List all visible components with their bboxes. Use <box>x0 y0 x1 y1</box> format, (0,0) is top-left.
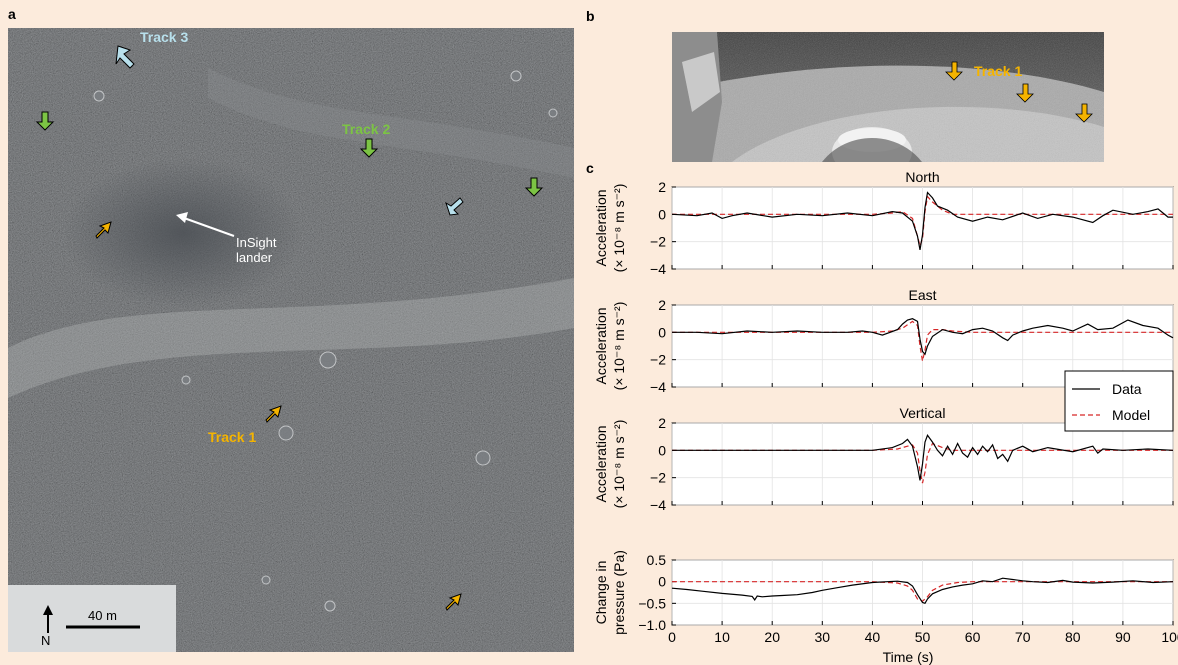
series-model-line <box>672 442 1173 484</box>
panel-label-b: b <box>586 8 595 24</box>
x-tick-label: 80 <box>1065 629 1081 645</box>
track3-arrow-icon <box>445 197 464 216</box>
series-model-line <box>672 581 1173 602</box>
y-tick-label: −2 <box>650 234 666 250</box>
panel-label-c: c <box>586 160 594 176</box>
x-tick-label: 40 <box>865 629 881 645</box>
lander-photo-image: Track 1 <box>672 32 1104 162</box>
y-axis-label-line1: Acceleration <box>593 189 609 266</box>
y-tick-label: −2 <box>650 470 666 486</box>
panel-title: North <box>905 169 939 185</box>
chart-panel-3: 2 0 −2 −4 Vertical Acceleration (× 10⁻⁸ m s⁻²) <box>593 405 1174 513</box>
y-axis-label-line1: Acceleration <box>593 307 609 384</box>
series-data-line <box>672 318 1174 356</box>
photo-track1-arrow-icon <box>1016 83 1034 103</box>
series-model-line <box>672 320 1173 362</box>
y-axis-label-line2: pressure (Pa) <box>611 550 627 635</box>
panel-label-a: a <box>8 6 16 22</box>
series-data-line <box>671 577 1174 605</box>
track3-arrow-icon <box>115 45 135 69</box>
photo-track1-label: Track 1 <box>974 63 1022 79</box>
y-axis-label-line2: (× 10⁻⁸ m s⁻²) <box>611 302 627 391</box>
y-axis-label-line2: (× 10⁻⁸ m s⁻²) <box>611 420 627 509</box>
y-tick-label: 2 <box>658 179 666 195</box>
y-tick-label: −4 <box>650 497 666 513</box>
north-label: N <box>41 633 50 648</box>
chart-panel-1: 2 0 −2 −4 North Acceleration (× 10⁻⁸ m s⁻²) <box>593 169 1174 277</box>
lander-label-line1: InSight <box>236 235 277 250</box>
x-tick-label: 20 <box>764 629 780 645</box>
track2-arrow-icon <box>359 138 379 158</box>
y-tick-label: 0 <box>658 574 666 590</box>
track2-label: Track 2 <box>342 121 390 137</box>
y-axis-label-line1: Change in <box>593 561 609 625</box>
panel-title: East <box>908 287 936 303</box>
x-tick-label: 30 <box>815 629 831 645</box>
track2-arrow-icon <box>524 177 544 197</box>
y-tick-label: 0 <box>658 442 666 458</box>
north-arrow-icon <box>43 605 53 633</box>
y-tick-label: −0.5 <box>638 595 666 611</box>
y-tick-label: 0 <box>658 206 666 222</box>
chart-legend: Data Model <box>1064 370 1174 432</box>
series-model-line <box>672 195 1173 248</box>
y-tick-label: 0 <box>658 324 666 340</box>
y-axis-label-line2: (× 10⁻⁸ m s⁻²) <box>611 184 627 273</box>
y-tick-label: 0.5 <box>647 552 667 568</box>
y-tick-label: −2 <box>650 352 666 368</box>
x-tick-label: 70 <box>1015 629 1031 645</box>
photo-track1-arrow-icon <box>945 61 963 81</box>
series-data-line <box>672 434 1174 481</box>
scale-label: 40 m <box>88 608 117 623</box>
lander-label-line2: lander <box>236 250 273 265</box>
y-tick-label: 2 <box>658 297 666 313</box>
series-data-line <box>671 191 1173 251</box>
x-tick-label: 50 <box>915 629 931 645</box>
y-tick-label: 2 <box>658 415 666 431</box>
orbital-map-image: N 40 m Track 3 Track 2 Track 1 InSight l… <box>8 28 574 652</box>
legend-data-label: Data <box>1112 381 1142 397</box>
track1-label: Track 1 <box>208 429 256 445</box>
x-axis-label: Time (s) <box>883 649 934 665</box>
track2-arrow-icon <box>35 111 55 131</box>
track1-arrow-icon <box>95 221 112 239</box>
y-tick-label: −4 <box>650 379 666 395</box>
track3-label: Track 3 <box>140 29 188 45</box>
x-tick-label: 0 <box>668 629 676 645</box>
panel-title: Vertical <box>900 405 946 421</box>
track1-arrow-icon <box>265 405 282 423</box>
lander-pointer-icon <box>183 217 235 237</box>
x-tick-label: 100 <box>1161 629 1178 645</box>
y-tick-label: −4 <box>650 261 666 277</box>
photo-track1-arrow-icon <box>1075 103 1093 123</box>
y-axis-label-line1: Acceleration <box>593 425 609 502</box>
x-tick-label: 60 <box>965 629 981 645</box>
chart-panel-4: 0.50−0.5−1.00102030405060708090100Change… <box>593 550 1178 645</box>
x-tick-label: 90 <box>1115 629 1131 645</box>
track1-arrow-icon <box>445 593 462 611</box>
legend-model-label: Model <box>1112 407 1150 423</box>
x-tick-label: 10 <box>714 629 730 645</box>
y-tick-label: −1.0 <box>638 617 666 633</box>
